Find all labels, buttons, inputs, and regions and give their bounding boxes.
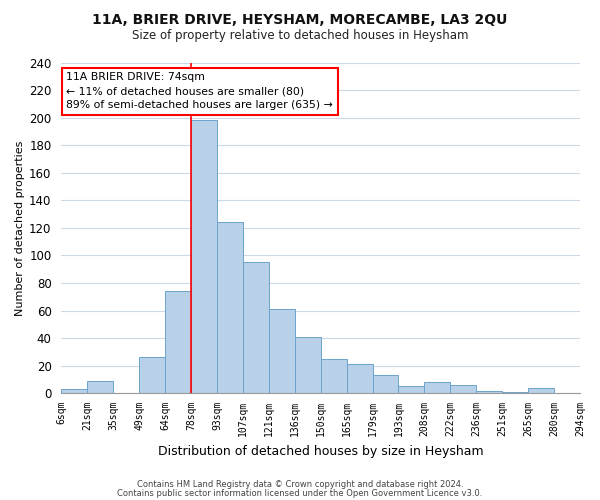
Text: 11A BRIER DRIVE: 74sqm
← 11% of detached houses are smaller (80)
89% of semi-det: 11A BRIER DRIVE: 74sqm ← 11% of detached… (67, 72, 333, 110)
Bar (320, 359, 347, 394)
Bar (191, 120, 217, 394)
Bar (269, 309, 295, 394)
Bar (243, 262, 269, 394)
Bar (61, 389, 87, 394)
Bar (476, 390, 502, 394)
Text: Size of property relative to detached houses in Heysham: Size of property relative to detached ho… (132, 29, 468, 42)
Text: Contains HM Land Registry data © Crown copyright and database right 2024.: Contains HM Land Registry data © Crown c… (137, 480, 463, 489)
Bar (373, 376, 398, 394)
Bar (295, 337, 320, 394)
Text: Contains public sector information licensed under the Open Government Licence v3: Contains public sector information licen… (118, 489, 482, 498)
Bar (87, 381, 113, 394)
Bar (217, 222, 243, 394)
Bar (424, 382, 451, 394)
Bar (347, 364, 373, 394)
Bar (502, 392, 528, 394)
Bar (451, 385, 476, 394)
Bar (398, 386, 424, 394)
X-axis label: Distribution of detached houses by size in Heysham: Distribution of detached houses by size … (158, 444, 484, 458)
Bar (139, 358, 165, 394)
Bar (165, 292, 191, 394)
Bar (528, 388, 554, 394)
Text: 11A, BRIER DRIVE, HEYSHAM, MORECAMBE, LA3 2QU: 11A, BRIER DRIVE, HEYSHAM, MORECAMBE, LA… (92, 12, 508, 26)
Y-axis label: Number of detached properties: Number of detached properties (15, 140, 25, 316)
